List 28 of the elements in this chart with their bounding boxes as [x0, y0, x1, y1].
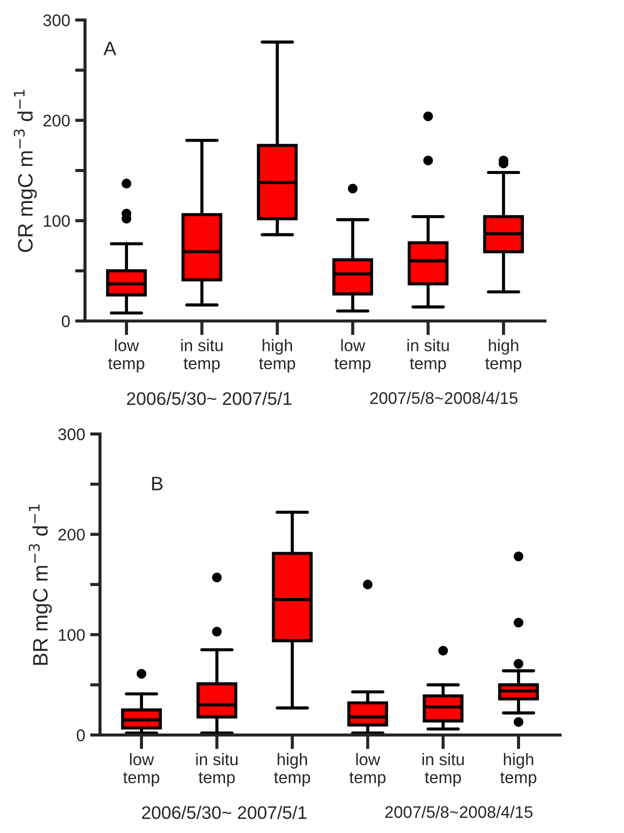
y-tick-label: 100: [44, 215, 70, 227]
text: 2007/5/8~2008/4/15: [370, 392, 518, 404]
y-tick-label: 300: [43, 14, 70, 26]
x-tick-label: in situ temp: [181, 339, 223, 373]
text: 2006/5/30~ 2007/5/1: [127, 392, 292, 405]
x-tick-label: high temp: [259, 339, 296, 373]
x-tick-label: low temp: [349, 753, 386, 787]
x-tick-label: high temp: [500, 753, 536, 787]
y-axis-title: BR mgC m$^{−3}$ d$^{−1}$: [28, 504, 52, 665]
x-tick-label: low temp: [123, 753, 160, 787]
y-axis-title: CR mgC m$^{−3}$ d$^{−1}$: [14, 90, 37, 252]
y-tick-label: 100: [58, 629, 85, 641]
y-tick-label: 200: [58, 528, 85, 541]
x-tick-label: in situ temp: [407, 339, 449, 373]
x-tick-label: in situ temp: [196, 753, 238, 787]
x-tick-label: high temp: [485, 339, 522, 373]
annotation: A: [103, 42, 116, 56]
y-tick-label: 200: [43, 114, 70, 127]
y-tick-label: 0: [62, 315, 70, 328]
text: 2007/5/8~2008/4/15: [385, 806, 532, 818]
x-tick-label: low temp: [108, 339, 144, 373]
x-tick-label: in situ temp: [422, 753, 464, 787]
text: 2006/5/30~ 2007/5/1: [142, 806, 306, 819]
y-tick-label: 0: [76, 729, 85, 742]
annotation: B: [152, 476, 163, 490]
y-tick-label: 300: [58, 428, 85, 440]
x-tick-label: high temp: [274, 753, 310, 787]
x-tick-label: low temp: [334, 339, 371, 373]
